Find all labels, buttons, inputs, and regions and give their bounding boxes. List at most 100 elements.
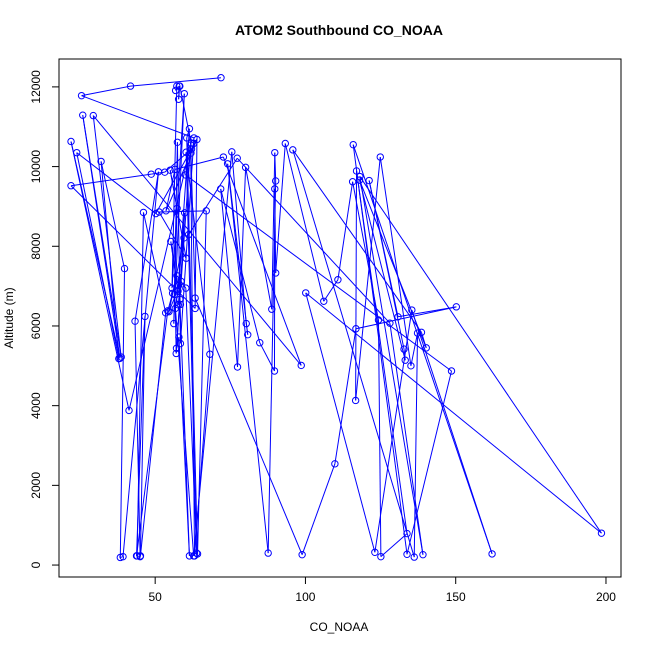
series-segment bbox=[134, 171, 159, 322]
series-segment bbox=[220, 188, 239, 368]
x-tick-label: 50 bbox=[148, 590, 162, 604]
data-point bbox=[400, 345, 408, 353]
data-point bbox=[298, 550, 306, 559]
data-point bbox=[223, 160, 232, 168]
data-point bbox=[176, 300, 185, 309]
y-tick-label: 12000 bbox=[29, 70, 43, 104]
y-tick-label: 8000 bbox=[29, 233, 43, 260]
series-segment bbox=[374, 309, 413, 553]
data-point bbox=[182, 284, 190, 292]
data-point bbox=[270, 367, 279, 375]
series-segment bbox=[355, 156, 381, 401]
data-point bbox=[73, 148, 81, 157]
data-point bbox=[164, 307, 172, 315]
data-point bbox=[191, 294, 199, 302]
x-axis: 50 100 150 200 bbox=[148, 576, 616, 604]
series-segment bbox=[410, 333, 419, 366]
series-segment bbox=[301, 463, 336, 555]
data-point bbox=[132, 552, 141, 560]
series-segment bbox=[186, 128, 190, 139]
data-point bbox=[180, 209, 189, 217]
series-segment bbox=[155, 148, 192, 214]
data-point bbox=[219, 153, 228, 161]
data-point bbox=[119, 552, 127, 561]
data-point bbox=[271, 269, 280, 277]
series-segment bbox=[194, 297, 303, 555]
series-segment bbox=[292, 149, 422, 333]
data-point bbox=[271, 148, 279, 157]
data-point bbox=[377, 552, 385, 561]
series-segment bbox=[100, 161, 120, 359]
data-point bbox=[206, 350, 214, 358]
series-segment bbox=[305, 292, 376, 553]
data-point bbox=[202, 207, 210, 215]
data-point bbox=[268, 305, 276, 313]
series-segment bbox=[92, 115, 302, 366]
series-segment bbox=[158, 211, 187, 259]
data-point bbox=[187, 149, 195, 157]
series-segment bbox=[70, 173, 152, 187]
series-segment bbox=[231, 151, 247, 324]
data-point bbox=[176, 82, 184, 90]
data-point bbox=[167, 237, 175, 246]
series-segment bbox=[227, 163, 269, 554]
series-segment bbox=[136, 316, 146, 556]
data-point bbox=[115, 354, 123, 363]
series-segment bbox=[284, 143, 325, 302]
data-point bbox=[365, 176, 373, 185]
series-segment bbox=[236, 157, 391, 324]
series-segment bbox=[194, 139, 198, 309]
data-point bbox=[139, 208, 148, 217]
series-lines bbox=[70, 77, 602, 558]
data-point bbox=[403, 550, 411, 558]
data-point bbox=[181, 171, 190, 179]
data-point bbox=[376, 153, 384, 161]
data-point bbox=[233, 154, 241, 162]
series-segment bbox=[355, 306, 457, 330]
series-segment bbox=[220, 188, 261, 343]
data-point bbox=[320, 297, 328, 305]
data-point bbox=[408, 306, 416, 314]
data-point bbox=[264, 549, 272, 557]
series-segment bbox=[173, 294, 195, 556]
data-point bbox=[217, 74, 225, 82]
data-point bbox=[242, 319, 250, 328]
series-segment bbox=[174, 156, 224, 170]
series-segment bbox=[237, 167, 247, 368]
series-segment bbox=[334, 328, 357, 464]
data-point bbox=[154, 168, 163, 176]
data-point bbox=[161, 309, 170, 317]
data-point bbox=[173, 82, 181, 90]
data-point bbox=[352, 325, 360, 333]
data-point bbox=[189, 139, 198, 148]
data-point bbox=[174, 95, 183, 103]
data-point bbox=[374, 316, 383, 324]
data-point bbox=[165, 307, 173, 316]
data-point bbox=[182, 148, 190, 156]
series-segment bbox=[292, 149, 415, 558]
data-point bbox=[180, 89, 189, 98]
series-segment bbox=[159, 210, 207, 213]
chart-title: ATOM2 Southbound CO_NOAA bbox=[235, 22, 443, 38]
series-segment bbox=[245, 167, 273, 310]
series-segment bbox=[173, 208, 178, 295]
data-point bbox=[185, 125, 194, 133]
data-point bbox=[191, 304, 199, 313]
data-point bbox=[244, 331, 252, 339]
series-segment bbox=[81, 95, 195, 139]
data-point bbox=[597, 529, 606, 537]
data-point bbox=[171, 86, 180, 95]
series-segment bbox=[406, 370, 452, 555]
series-segment bbox=[368, 180, 399, 317]
data-point bbox=[371, 548, 379, 556]
series-segment bbox=[165, 169, 176, 211]
data-point bbox=[162, 207, 170, 215]
series-segment bbox=[413, 333, 419, 558]
series-segment bbox=[380, 533, 408, 558]
series-segment bbox=[136, 310, 169, 556]
data-point bbox=[177, 277, 185, 286]
data-point bbox=[228, 148, 236, 156]
data-point bbox=[447, 367, 456, 375]
data-point bbox=[173, 272, 181, 280]
y-tick-label: 0 bbox=[29, 561, 43, 568]
